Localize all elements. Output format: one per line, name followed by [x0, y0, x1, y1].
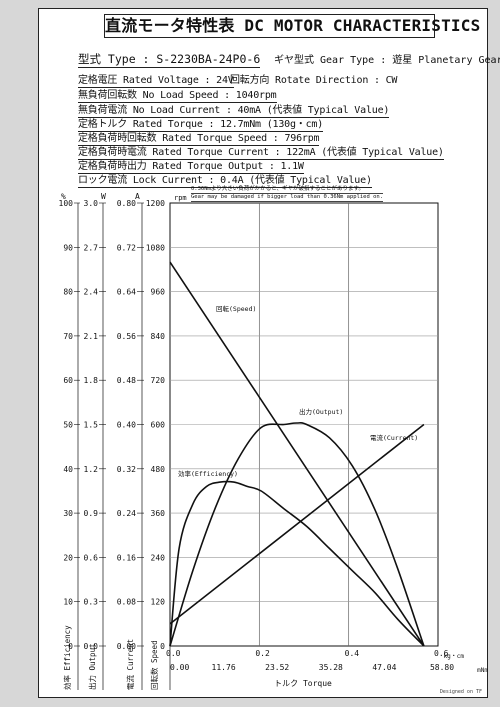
rated-torque: 定格トルク Rated Torque : 12.7mNm (130g・cm): [78, 119, 324, 132]
speed-tick-label: 600: [151, 421, 166, 430]
gear-warning-jp: 0.36Nmより大きい負荷がかかると、ギヤが破損することがあります。: [191, 186, 384, 194]
x-kgcm-tick-label: 0.0: [166, 649, 181, 658]
efficiency-tick-label: 40: [63, 465, 73, 474]
lock-current: ロック電流 Lock Current : 0.4A (代表値 Typical V…: [78, 175, 372, 188]
efficiency-tick-label: 100: [59, 199, 74, 208]
current-tick-label: 0.32: [117, 465, 136, 474]
efficiency-tick-label: 60: [63, 376, 73, 385]
efficiency-tick-label: 50: [63, 421, 73, 430]
speed-tick-label: 360: [151, 509, 166, 518]
speed-tick-label: 960: [151, 288, 166, 297]
efficiency-curve-label: 効率(Efficiency): [178, 469, 238, 478]
rated-torque-current: 定格負荷時電流 Rated Torque Current : 122mA (代表…: [78, 147, 444, 160]
speed-tick-label: 720: [151, 376, 166, 385]
gear-type: ギヤ型式 Gear Type : 遊星 Planetary Gear: [274, 55, 500, 66]
rated-voltage: 定格電圧 Rated Voltage : 24V: [78, 75, 234, 88]
current-tick-label: 0.56: [117, 332, 136, 341]
rated-torque-speed: 定格負荷時回転数 Rated Torque Speed : 796rpm: [78, 133, 320, 146]
current-tick-label: 0.08: [117, 598, 136, 607]
current-line: [169, 423, 425, 625]
current-axis-label: 電流 Current: [125, 639, 135, 690]
efficiency-tick-label: 10: [63, 598, 73, 607]
x-kgcm-unit: kg・cm: [444, 653, 465, 660]
output-curve-label: 出力(Output): [299, 407, 343, 416]
speed-unit: rpm: [174, 194, 187, 202]
output-tick-label: 2.7: [84, 243, 99, 252]
speed-tick-label: 480: [151, 465, 166, 474]
efficiency-curve: [169, 480, 425, 647]
current-tick-label: 0.24: [117, 509, 136, 518]
output-tick-label: 2.1: [84, 332, 99, 341]
output-tick-label: 0.6: [84, 553, 99, 562]
output-tick-label: 0.0: [84, 642, 99, 651]
output-tick-label: 1.2: [84, 465, 99, 474]
current-tick-label: 0.40: [117, 421, 136, 430]
efficiency-tick-label: 70: [63, 332, 73, 341]
current-line-label: 電流(Current): [370, 433, 418, 442]
current-unit: A: [135, 192, 140, 201]
spec-sheet: [38, 8, 488, 698]
efficiency-tick-label: 20: [63, 553, 73, 562]
rated-torque-output: 定格負荷時出力 Rated Torque Output : 1.1W: [78, 161, 304, 174]
speed-line: [169, 261, 425, 647]
output-tick-label: 3.0: [84, 199, 99, 208]
output-tick-label: 1.5: [84, 421, 99, 430]
speed-axis-label: 回転数 Speed: [149, 640, 159, 690]
current-tick-label: 0.00: [117, 642, 136, 651]
x-mnm-tick-label: 23.52: [265, 663, 289, 672]
no-load-speed: 無負荷回転数 No Load Speed : 1040rpm: [78, 90, 277, 103]
x-kgcm-tick-label: 0.2: [255, 649, 270, 658]
no-load-current: 無負荷電流 No Load Current : 40mA (代表値 Typica…: [78, 105, 390, 118]
rotate-direction: 回転方向 Rotate Direction : CW: [230, 75, 398, 86]
output-tick-label: 0.9: [84, 509, 99, 518]
x-mnm-tick-label: 47.04: [372, 663, 396, 672]
designed-by: Designed on TF: [439, 689, 482, 695]
model-type: 型式 Type : S-2230BA-24P0-6: [78, 52, 261, 68]
efficiency-axis-label: 効率 Efficiency: [62, 625, 72, 690]
output-tick-label: 2.4: [84, 288, 99, 297]
output-unit: W: [101, 192, 106, 201]
current-tick-label: 0.48: [117, 376, 136, 385]
speed-line-label: 回転(Speed): [216, 305, 256, 313]
x-mnm-tick-label: 58.80: [430, 663, 454, 672]
speed-tick-label: 1080: [146, 243, 165, 252]
speed-tick-label: 0: [160, 642, 165, 651]
x-mnm-unit: mNm: [477, 667, 488, 674]
efficiency-unit: %: [61, 192, 66, 201]
speed-tick-label: 240: [151, 553, 166, 562]
speed-tick-label: 120: [151, 598, 166, 607]
output-curve: [169, 422, 425, 647]
current-tick-label: 0.72: [117, 243, 136, 252]
efficiency-tick-label: 0: [68, 642, 73, 651]
gear-warning-en: Gear may be damaged if bigger load than …: [191, 194, 384, 202]
current-tick-label: 0.64: [117, 288, 136, 297]
efficiency-tick-label: 30: [63, 509, 73, 518]
efficiency-tick-label: 90: [63, 243, 73, 252]
output-tick-label: 1.8: [84, 376, 99, 385]
x-mnm-tick-label: 11.76: [212, 663, 236, 672]
x-kgcm-tick-label: 0.4: [345, 649, 360, 658]
speed-tick-label: 1200: [146, 199, 165, 208]
efficiency-tick-label: 80: [63, 288, 73, 297]
gear-warning: 0.36Nmより大きい負荷がかかると、ギヤが破損することがあります。 Gear …: [191, 186, 384, 202]
x-mnm-tick-label: 35.28: [319, 663, 343, 672]
current-tick-label: 0.80: [117, 199, 136, 208]
output-tick-label: 0.3: [84, 598, 99, 607]
current-tick-label: 0.16: [117, 553, 136, 562]
speed-tick-label: 840: [151, 332, 166, 341]
x-mnm-tick-label: 0.00: [170, 663, 189, 672]
x-kgcm-tick-label: 0.6: [434, 649, 449, 658]
output-axis-label: 出力 Output: [87, 643, 97, 690]
page-title: 直流モータ特性表 DC MOTOR CHARACTERISTICS: [104, 14, 480, 38]
x-axis-label: トルク Torque: [274, 679, 332, 688]
